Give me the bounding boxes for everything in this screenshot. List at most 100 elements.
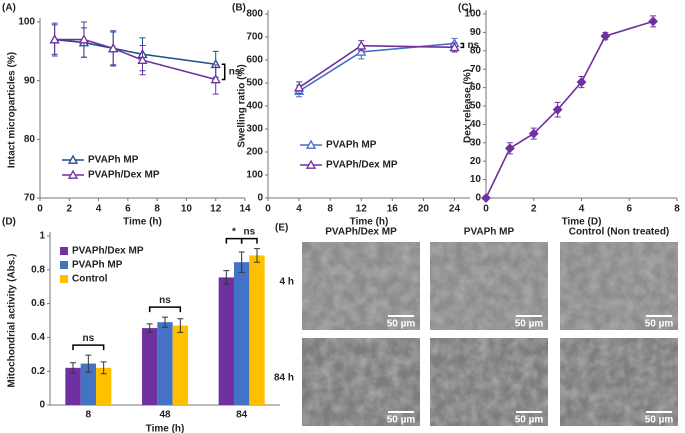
y-tick-label: 500 [246,78,263,89]
annotation: ns [82,333,94,344]
series-line [298,42,455,92]
column-label: PVAPh/Dex MP [325,227,397,238]
y-tick-label: 300 [246,124,263,135]
marker [49,34,60,44]
y-tick-label: 0.4 [31,332,45,343]
bracket [460,42,465,49]
column-label: PVAPh MP [464,227,515,238]
marker [576,77,587,87]
annotation: * [232,226,236,237]
annotation: ns [467,40,479,51]
marker [356,40,367,50]
scale-label: 50 µm [645,415,674,426]
bracket [148,306,182,313]
x-axis-label: Time (h) [123,217,162,228]
y-axis-label: Swelling ratio (%) [237,64,248,147]
panel-label: (A) [2,3,16,14]
marker [108,43,119,53]
error-bar [70,362,76,374]
marker [293,82,305,92]
y-tick-label: 90 [470,27,482,38]
x-tick-label: 4 [296,204,302,215]
scale-label: 50 µm [387,415,416,426]
x-tick-label: 24 [449,204,461,215]
bar [249,255,265,405]
marker [78,34,90,44]
y-tick-label: 600 [246,55,263,66]
x-tick-label: 2 [531,204,537,215]
scale-label: 50 µm [387,319,416,330]
scale-label: 50 µm [515,319,544,330]
y-tick-label: 100 [246,170,263,181]
y-tick-label: 0 [257,193,263,204]
x-tick-label: 10 [181,204,193,215]
x-tick-label: 8 [86,410,92,421]
legend-label: PVAPh MP [72,260,123,271]
x-tick-label: 8 [154,204,160,215]
bar [218,277,234,405]
y-tick-label: 700 [246,32,263,43]
x-axis-label: Time (h) [146,424,185,433]
y-tick-label: 70 [24,193,36,204]
bar [96,367,112,405]
legend-label: PVAPh MP [88,155,139,166]
marker [481,193,491,203]
y-axis-label: Mitochondrial activity (Abs.) [7,254,18,388]
y-tick-label: 20 [470,156,482,167]
series-line [298,44,455,89]
marker [67,169,79,179]
bar [234,262,250,405]
error-bar [254,248,260,263]
error-bar [223,270,230,285]
marker [137,54,148,64]
legend-label: PVAPh/Dex MP [88,170,160,181]
marker [356,46,367,56]
y-axis-label: Dex release (%) [463,69,474,143]
bar [142,328,158,405]
x-axis-label: Time (D) [562,217,602,228]
marker [552,104,563,115]
x-tick-label: 12 [210,204,222,215]
y-tick-label: 80 [470,45,482,56]
marker [305,159,317,169]
bar [172,325,188,405]
marker [528,128,539,139]
legend-label: PVAPh/Dex MP [72,246,144,257]
legend-label: PVAPh/Dex MP [326,160,398,171]
legend-label: PVAPh MP [326,140,377,151]
scale-label: 50 µm [515,415,544,426]
y-tick-label: 200 [246,147,263,158]
marker [67,154,79,164]
legend-label: Control [72,274,108,285]
bracket [240,237,258,244]
y-tick-label: 0 [39,400,45,411]
x-tick-label: 4 [96,204,102,215]
y-tick-label: 10 [470,174,482,185]
x-axis-label: Time (h) [350,217,389,228]
x-tick-label: 12 [356,204,368,215]
annotation: ns [229,67,241,78]
y-tick-label: 70 [470,64,482,75]
y-tick-label: 60 [470,82,482,93]
bracket [225,237,243,244]
x-tick-label: 8 [327,204,333,215]
x-tick-label: 20 [418,204,430,215]
bracket [221,63,226,81]
y-tick-label: 100 [18,17,35,28]
x-tick-label: 0 [265,204,271,215]
annotation: ns [243,226,255,237]
row-label: 4 h [280,277,294,288]
legend-swatch [60,261,68,269]
y-tick-label: 400 [246,101,263,112]
x-tick-label: 0 [483,204,489,215]
error-bar [85,354,92,373]
y-tick-label: 1 [39,231,45,242]
marker [504,143,515,154]
error-bar [238,251,245,273]
y-tick-label: 0 [475,193,481,204]
y-tick-label: 100 [464,9,481,20]
annotation: ns [159,295,171,306]
y-tick-label: 30 [470,137,482,148]
marker [648,16,659,27]
y-tick-label: 90 [24,75,36,86]
